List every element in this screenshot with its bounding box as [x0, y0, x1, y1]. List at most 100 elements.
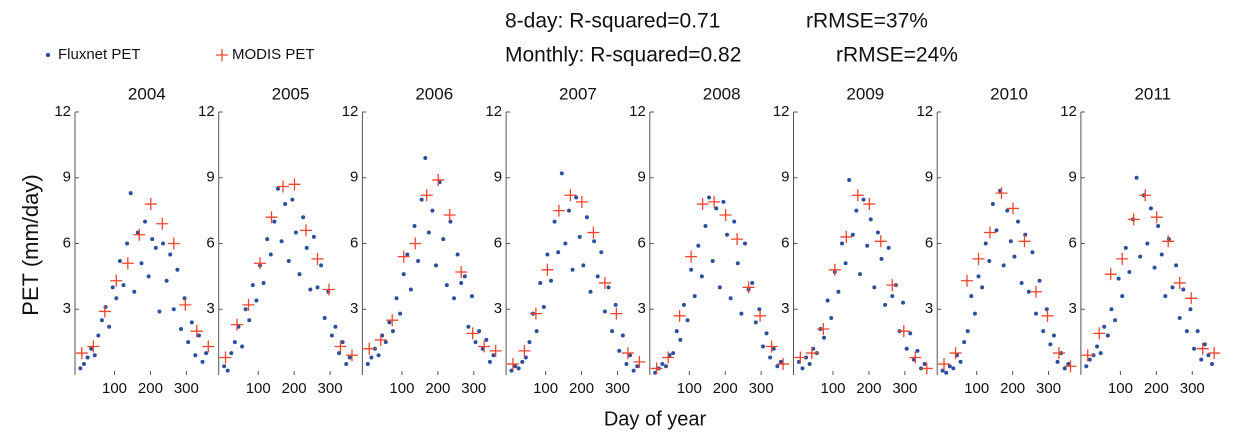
fluxnet-point [1062, 366, 1067, 371]
fluxnet-point [1113, 318, 1118, 323]
y-tick-label: 6 [206, 234, 214, 251]
y-tick-label: 3 [781, 300, 789, 317]
modis-point [363, 342, 376, 355]
x-tick-label: 300 [749, 380, 774, 397]
fluxnet-point [699, 274, 704, 279]
fluxnet-point [204, 351, 209, 356]
modis-point [277, 180, 290, 193]
fluxnet-point [333, 324, 338, 329]
fluxnet-point [574, 195, 579, 200]
fluxnet-point [419, 197, 424, 202]
modis-point [397, 250, 410, 263]
fluxnet-point [232, 340, 237, 345]
modis-point [851, 189, 864, 202]
panel: 2007 3 6 9 12 100 200 300 [485, 84, 646, 397]
modis-point [897, 325, 910, 338]
fluxnet-point [376, 353, 381, 358]
panel: 2010 3 6 9 12 100 200 300 [917, 84, 1077, 397]
modis-point [466, 327, 479, 340]
fluxnet-point [110, 285, 115, 290]
fluxnet-point [689, 267, 694, 272]
modis-point [598, 276, 611, 289]
y-tick-label: 6 [637, 234, 645, 251]
fluxnet-point [829, 316, 834, 321]
fluxnet-point [125, 241, 130, 246]
fluxnet-point [1008, 239, 1013, 244]
fluxnet-point [311, 234, 316, 239]
fluxnet-point [1001, 263, 1006, 268]
y-tick-label: 3 [1069, 300, 1077, 317]
fluxnet-point [617, 348, 622, 353]
modis-point [1196, 342, 1209, 355]
fluxnet-point [329, 333, 334, 338]
modis-point [121, 257, 134, 270]
legend-marker [45, 52, 51, 58]
modis-point [1081, 349, 1094, 362]
fluxnet-point [1023, 232, 1028, 237]
fluxnet-point [143, 219, 148, 224]
modis-point [190, 325, 203, 338]
fluxnet-point [261, 280, 266, 285]
fluxnet-point [1159, 252, 1164, 257]
fluxnet-point [455, 252, 460, 257]
fluxnet-point [1041, 329, 1046, 334]
annotation: 8-day: R-squared=0.71 [505, 10, 720, 33]
fluxnet-point [196, 333, 201, 338]
fluxnet-point [452, 296, 457, 301]
fluxnet-point [103, 305, 108, 310]
fluxnet-point [717, 285, 722, 290]
fluxnet-point [563, 241, 568, 246]
fluxnet-point [412, 223, 417, 228]
fluxnet-point [825, 298, 830, 303]
modis-point [288, 178, 301, 191]
modis-point [984, 226, 997, 239]
fluxnet-point [602, 309, 607, 314]
modis-point [610, 307, 623, 320]
fluxnet-point [1120, 294, 1125, 299]
fluxnet-point [408, 287, 413, 292]
modis-point [1208, 347, 1221, 360]
modis-point [920, 362, 933, 375]
modis-point [552, 204, 565, 217]
y-tick-label: 6 [781, 234, 789, 251]
y-tick-label: 6 [494, 234, 502, 251]
fluxnet-point [121, 283, 126, 288]
fluxnet-point [487, 359, 492, 364]
x-tick-label: 100 [1108, 380, 1133, 397]
y-tick-label: 3 [925, 300, 933, 317]
modis-point [805, 347, 818, 360]
fluxnet-point [743, 241, 748, 246]
fluxnet-point [980, 285, 985, 290]
fluxnet-point [696, 243, 701, 248]
modis-point [587, 226, 600, 239]
fluxnet-point [398, 311, 403, 316]
fluxnet-point [901, 300, 906, 305]
modis-point [443, 209, 456, 222]
fluxnet-point [592, 239, 597, 244]
fluxnet-point [1055, 359, 1060, 364]
fluxnet-point [577, 234, 582, 239]
modis-point [575, 195, 588, 208]
modis-point [662, 351, 675, 364]
modis-point [541, 263, 554, 276]
fluxnet-point [304, 245, 309, 250]
modis-point [265, 211, 278, 224]
fluxnet-point [1134, 175, 1139, 180]
y-tick-label: 9 [63, 169, 71, 186]
fluxnet-point [1152, 265, 1157, 270]
fluxnet-point [527, 340, 532, 345]
fluxnet-point [760, 344, 765, 349]
fluxnet-point [161, 241, 166, 246]
panel-title: 2007 [559, 84, 597, 103]
x-tick-label: 100 [246, 380, 271, 397]
fluxnet-point [114, 296, 119, 301]
fluxnet-point [347, 355, 352, 360]
modis-point [708, 195, 721, 208]
fluxnet-point [293, 230, 298, 235]
fluxnet-point [225, 368, 230, 373]
modis-point [322, 283, 335, 296]
modis-point [972, 252, 985, 265]
fluxnet-point [297, 272, 302, 277]
fluxnet-point [883, 302, 888, 307]
panel: 2008 3 6 9 12 100 200 300 [629, 84, 790, 397]
